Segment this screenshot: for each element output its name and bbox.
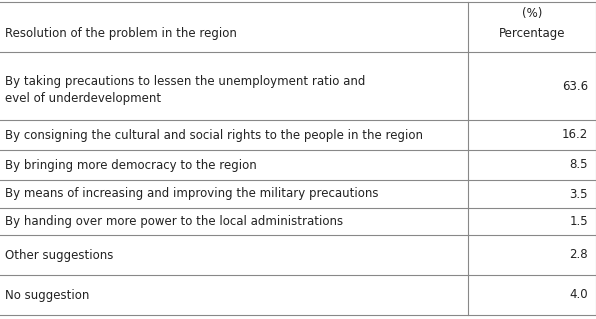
Text: Resolution of the problem in the region: Resolution of the problem in the region xyxy=(5,26,237,40)
Text: (%): (%) xyxy=(522,6,542,19)
Text: 16.2: 16.2 xyxy=(562,129,588,142)
Text: evel of underdevelopment: evel of underdevelopment xyxy=(5,92,161,105)
Text: 63.6: 63.6 xyxy=(562,79,588,93)
Text: By bringing more democracy to the region: By bringing more democracy to the region xyxy=(5,159,257,172)
Text: Percentage: Percentage xyxy=(499,27,565,41)
Text: 1.5: 1.5 xyxy=(569,215,588,228)
Text: 2.8: 2.8 xyxy=(569,249,588,262)
Text: No suggestion: No suggestion xyxy=(5,288,89,301)
Text: 8.5: 8.5 xyxy=(570,159,588,172)
Text: By consigning the cultural and social rights to the people in the region: By consigning the cultural and social ri… xyxy=(5,129,423,142)
Text: 4.0: 4.0 xyxy=(569,288,588,301)
Text: By handing over more power to the local administrations: By handing over more power to the local … xyxy=(5,215,343,228)
Text: 3.5: 3.5 xyxy=(570,188,588,201)
Text: By taking precautions to lessen the unemployment ratio and: By taking precautions to lessen the unem… xyxy=(5,76,365,88)
Text: By means of increasing and improving the military precautions: By means of increasing and improving the… xyxy=(5,188,378,201)
Text: Other suggestions: Other suggestions xyxy=(5,249,113,262)
